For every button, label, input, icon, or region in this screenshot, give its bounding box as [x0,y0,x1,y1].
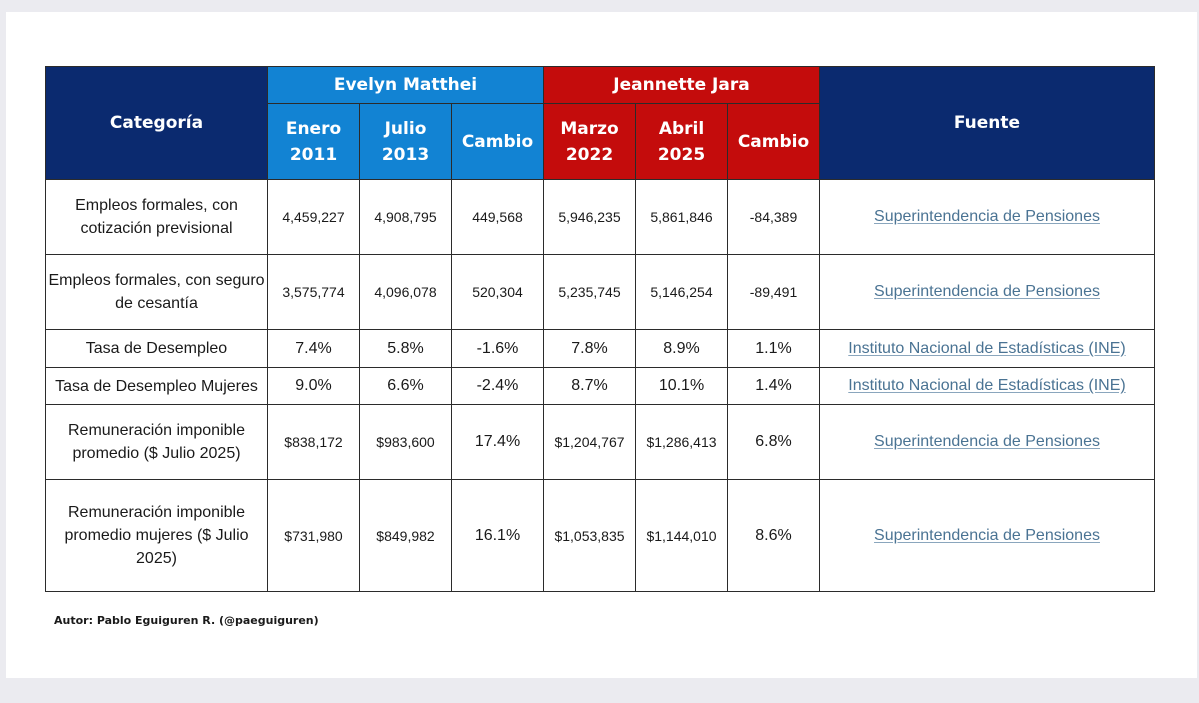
row-category: Empleos formales, con cotización previsi… [45,179,268,255]
header-col-label: Marzo [560,118,619,139]
cell-value: 6.6% [359,367,452,405]
cell-value: 16.1% [451,479,544,592]
table-row: Tasa de Desempleo Mujeres 9.0% 6.6% -2.4… [45,367,1155,405]
header-col-year: 2022 [565,144,614,165]
header-col-abril-2025: Abril 2025 [635,103,728,180]
header-category: Categoría [45,66,268,180]
header-group-matthei: Evelyn Matthei [267,66,544,104]
cell-value: 5,146,254 [635,254,728,330]
row-category: Tasa de Desempleo Mujeres [45,367,268,405]
header-col-cambio-jara: Cambio [727,103,820,180]
header-col-enero-2011: Enero 2011 [267,103,360,180]
row-category: Tasa de Desempleo [45,329,268,368]
header-col-year: 2011 [289,144,338,165]
source-cell: Instituto Nacional de Estadísticas (INE) [819,367,1155,405]
source-link[interactable]: Superintendencia de Pensiones [874,208,1100,225]
source-cell: Superintendencia de Pensiones [819,179,1155,255]
cell-value: 1.1% [727,329,820,368]
cell-value: 4,908,795 [359,179,452,255]
cell-value: 520,304 [451,254,544,330]
cell-value: $983,600 [359,404,452,480]
cell-value: 1.4% [727,367,820,405]
header-col-year: 2013 [381,144,430,165]
table-row: Empleos formales, con seguro de cesantía… [45,254,1155,330]
cell-value: 10.1% [635,367,728,405]
cell-value: 5.8% [359,329,452,368]
cell-value: 5,946,235 [543,179,636,255]
row-category: Remuneración imponible promedio mujeres … [45,479,268,592]
author-credit: Autor: Pablo Eguiguren R. (@paeguiguren) [54,614,319,627]
cell-value: 17.4% [451,404,544,480]
cell-value: 8.9% [635,329,728,368]
source-link[interactable]: Superintendencia de Pensiones [874,433,1100,450]
cell-value: $1,144,010 [635,479,728,592]
table-row: Empleos formales, con cotización previsi… [45,179,1155,255]
source-link[interactable]: Superintendencia de Pensiones [874,283,1100,300]
source-cell: Superintendencia de Pensiones [819,404,1155,480]
cell-value: $1,053,835 [543,479,636,592]
source-link[interactable]: Instituto Nacional de Estadísticas (INE) [848,339,1126,357]
table-row: Tasa de Desempleo 7.4% 5.8% -1.6% 7.8% 8… [45,329,1155,368]
cell-value: 5,861,846 [635,179,728,255]
cell-value: -89,491 [727,254,820,330]
cell-value: 3,575,774 [267,254,360,330]
cell-value: -84,389 [727,179,820,255]
cell-value: 6.8% [727,404,820,480]
cell-value: 9.0% [267,367,360,405]
cell-value: -2.4% [451,367,544,405]
cell-value: $731,980 [267,479,360,592]
cell-value: 4,459,227 [267,179,360,255]
cell-value: -1.6% [451,329,544,368]
cell-value: $1,286,413 [635,404,728,480]
header-col-year: 2025 [657,144,706,165]
cell-value: 7.4% [267,329,360,368]
header-col-cambio-matthei: Cambio [451,103,544,180]
source-cell: Superintendencia de Pensiones [819,479,1155,592]
source-link[interactable]: Superintendencia de Pensiones [874,526,1100,544]
cell-value: 8.7% [543,367,636,405]
row-category: Remuneración imponible promedio ($ Julio… [45,404,268,480]
table-row: Remuneración imponible promedio mujeres … [45,479,1155,592]
table-row: Remuneración imponible promedio ($ Julio… [45,404,1155,480]
cell-value: 5,235,745 [543,254,636,330]
cell-value: 449,568 [451,179,544,255]
header-col-label: Julio [384,118,427,139]
header-source: Fuente [819,66,1155,180]
cell-value: $838,172 [267,404,360,480]
cell-value: 4,096,078 [359,254,452,330]
cell-value: $1,204,767 [543,404,636,480]
source-link[interactable]: Instituto Nacional de Estadísticas (INE) [848,377,1126,394]
cell-value: 7.8% [543,329,636,368]
source-cell: Instituto Nacional de Estadísticas (INE) [819,329,1155,368]
cell-value: 8.6% [727,479,820,592]
document-card: Categoría Evelyn Matthei Jeannette Jara … [6,12,1197,678]
header-group-jara: Jeannette Jara [543,66,820,104]
cell-value: $849,982 [359,479,452,592]
source-cell: Superintendencia de Pensiones [819,254,1155,330]
header-col-label: Enero [285,118,342,139]
header-col-label: Abril [658,118,705,139]
header-col-julio-2013: Julio 2013 [359,103,452,180]
row-category: Empleos formales, con seguro de cesantía [45,254,268,330]
header-col-marzo-2022: Marzo 2022 [543,103,636,180]
comparison-table: Categoría Evelyn Matthei Jeannette Jara … [45,66,1155,592]
